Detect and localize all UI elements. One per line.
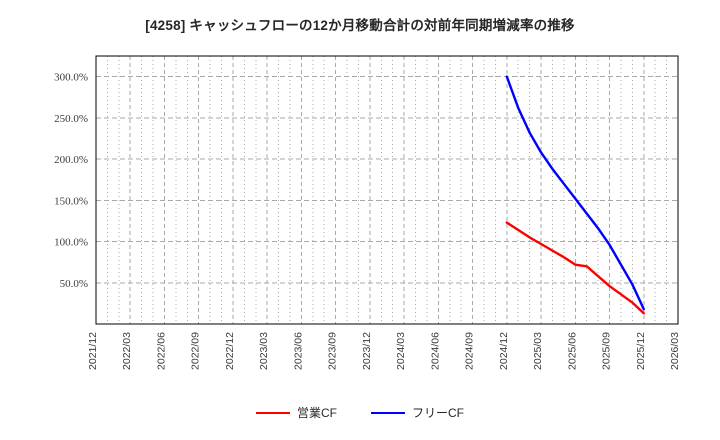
- svg-text:250.0%: 250.0%: [54, 113, 88, 125]
- grid-lines: [96, 56, 678, 324]
- legend-swatch-free-cf: [371, 411, 405, 414]
- svg-text:2024/12: 2024/12: [498, 332, 510, 370]
- svg-text:2026/03: 2026/03: [669, 332, 681, 370]
- svg-text:50.0%: 50.0%: [60, 278, 88, 290]
- svg-text:2025/12: 2025/12: [635, 332, 647, 370]
- svg-text:2025/06: 2025/06: [566, 332, 578, 370]
- x-axis-tick-labels: 2021/12 2022/03 2022/06 2022/09 2022/12 2023/…: [87, 332, 681, 370]
- y-axis-tick-labels: 300.0% 250.0% 200.0% 150.0% 100.0% 50.0%: [54, 72, 88, 290]
- legend-label-eigyo-cf: 営業CF: [297, 406, 337, 420]
- legend-item-free-cf[interactable]: フリーCF: [371, 404, 464, 421]
- svg-text:2023/09: 2023/09: [327, 332, 339, 370]
- svg-text:2025/09: 2025/09: [601, 332, 613, 370]
- chart-title: [4258] キャッシュフローの12か月移動合計の対前年同期増減率の推移: [145, 18, 575, 33]
- svg-text:100.0%: 100.0%: [54, 237, 88, 249]
- legend-swatch-eigyo-cf: [256, 411, 290, 414]
- svg-text:2022/06: 2022/06: [155, 332, 167, 370]
- svg-text:200.0%: 200.0%: [54, 154, 88, 166]
- legend-label-free-cf: フリーCF: [412, 406, 464, 420]
- svg-text:2023/06: 2023/06: [292, 332, 304, 370]
- svg-text:2021/12: 2021/12: [87, 332, 99, 370]
- plot-frame: [95, 55, 679, 325]
- svg-text:150.0%: 150.0%: [54, 195, 88, 207]
- svg-text:2022/03: 2022/03: [121, 332, 133, 370]
- legend-item-eigyo-cf[interactable]: 営業CF: [256, 404, 337, 421]
- svg-text:2025/03: 2025/03: [532, 332, 544, 370]
- svg-text:2023/12: 2023/12: [361, 332, 373, 370]
- svg-text:2022/12: 2022/12: [224, 332, 236, 370]
- svg-text:2023/03: 2023/03: [258, 332, 270, 370]
- svg-text:300.0%: 300.0%: [54, 72, 88, 84]
- data-series-layer: [505, 75, 645, 315]
- chart-legend: 営業CF フリーCF: [0, 404, 720, 421]
- svg-text:2022/09: 2022/09: [190, 332, 202, 370]
- svg-text:2024/06: 2024/06: [429, 332, 441, 370]
- svg-text:2024/09: 2024/09: [464, 332, 476, 370]
- svg-text:2024/03: 2024/03: [395, 332, 407, 370]
